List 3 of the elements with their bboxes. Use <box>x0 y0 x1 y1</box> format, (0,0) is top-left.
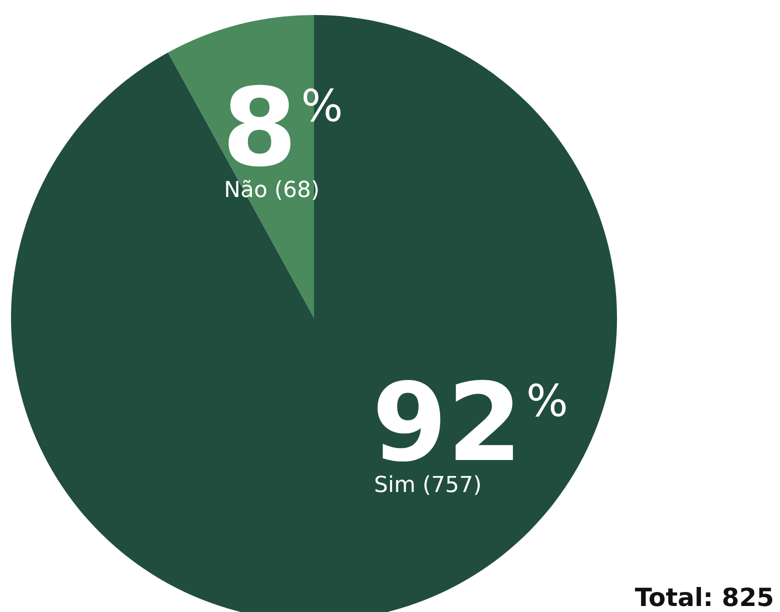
text: Total: 825 <box>634 583 774 612</box>
slice-label: Não (68) <box>224 178 320 203</box>
slice-label: Sim (757) <box>374 473 482 498</box>
